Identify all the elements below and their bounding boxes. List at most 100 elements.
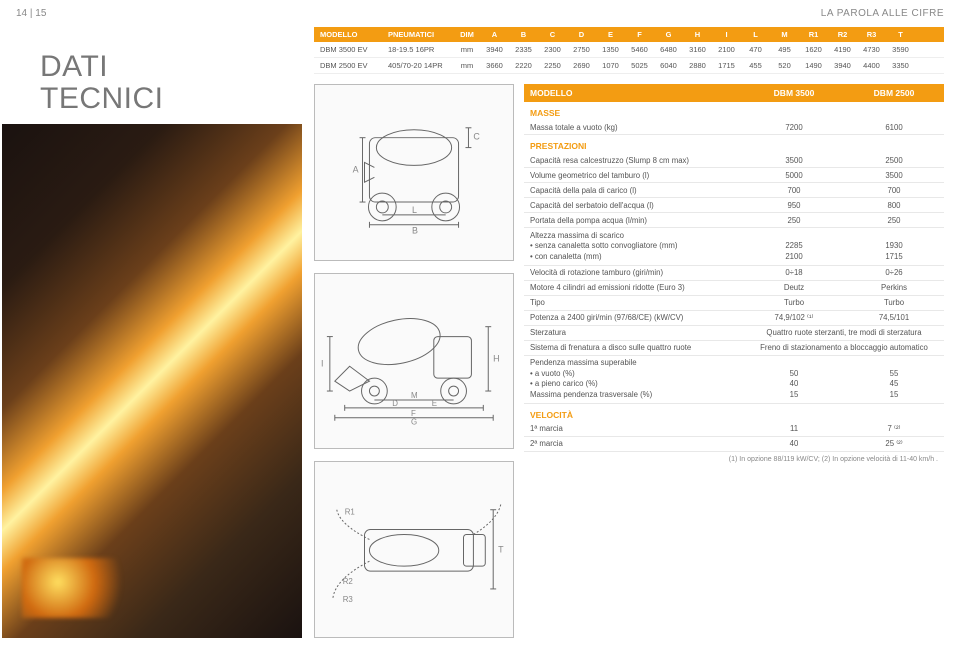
lower-area: A C B L xyxy=(314,84,944,638)
svg-text:R3: R3 xyxy=(343,595,354,604)
dim-cell: 1620 xyxy=(799,42,828,58)
dim-cell: 2750 xyxy=(567,42,596,58)
spec-row: Massa totale a vuoto (kg)72006100 xyxy=(524,120,944,135)
page-title: LA PAROLA ALLE CIFRE xyxy=(821,8,944,19)
dim-cell: 4190 xyxy=(828,42,857,58)
dim-col-header: B xyxy=(509,27,538,42)
specs-header: MODELLO DBM 3500 DBM 2500 xyxy=(524,84,944,102)
svg-text:R2: R2 xyxy=(343,577,353,586)
dim-col-header: A xyxy=(480,27,509,42)
dim-col-header: I xyxy=(712,27,741,42)
spec-row: Capacità resa calcestruzzo (Slump 8 cm m… xyxy=(524,153,944,168)
dim-col-header: D xyxy=(567,27,596,42)
dim-col-header: DIM xyxy=(454,27,480,42)
page: 14 | 15 LA PAROLA ALLE CIFRE DATITECNICI… xyxy=(0,0,960,648)
dim-cell: 4400 xyxy=(857,58,886,74)
dim-cell: 2690 xyxy=(567,58,596,74)
dim-cell: 3160 xyxy=(683,42,712,58)
svg-text:C: C xyxy=(473,132,480,142)
dim-cell: 5025 xyxy=(625,58,654,74)
section-label: MASSE xyxy=(524,102,944,120)
svg-text:T: T xyxy=(498,545,504,555)
svg-text:F: F xyxy=(411,408,416,417)
dim-cell: mm xyxy=(454,42,480,58)
dim-cell: 1350 xyxy=(596,42,625,58)
dim-col-header: M xyxy=(770,27,799,42)
dim-col-header: MODELLO xyxy=(314,27,382,42)
svg-text:L: L xyxy=(412,205,417,215)
dim-cell: 3590 xyxy=(886,42,915,58)
spec-row: Portata della pompa acqua (l/min)250250 xyxy=(524,213,944,228)
svg-text:M: M xyxy=(411,391,418,400)
dim-cell: DBM 3500 EV xyxy=(314,42,382,58)
dim-col-header: H xyxy=(683,27,712,42)
dim-cell: 3940 xyxy=(480,42,509,58)
page-number: 14 | 15 xyxy=(16,8,46,19)
dim-col-header: G xyxy=(654,27,683,42)
dim-col-header: F xyxy=(625,27,654,42)
diagrams: A C B L xyxy=(314,84,514,638)
spec-row: Pendenza massima superabile• a vuoto (%)… xyxy=(524,356,944,404)
dim-col-header: R2 xyxy=(828,27,857,42)
spec-row: Potenza a 2400 giri/min (97/68/CE) (kW/C… xyxy=(524,311,944,326)
top-bar: 14 | 15 LA PAROLA ALLE CIFRE xyxy=(0,0,960,19)
section-label: VELOCITÀ xyxy=(524,404,944,422)
dim-col-header: PNEUMATICI xyxy=(382,27,454,42)
dim-cell: 405/70-20 14PR xyxy=(382,58,454,74)
dim-cell: 2100 xyxy=(712,42,741,58)
spec-row: Sistema di frenatura a disco sulle quatt… xyxy=(524,341,944,356)
spec-row: Capacità del serbatoio dell'acqua (l)950… xyxy=(524,198,944,213)
spec-row: Volume geometrico del tamburo (l)5000350… xyxy=(524,168,944,183)
dim-cell: mm xyxy=(454,58,480,74)
svg-text:B: B xyxy=(412,226,418,236)
left-column: DATITECNICI xyxy=(2,27,302,638)
dim-cell: 520 xyxy=(770,58,799,74)
dim-cell: 455 xyxy=(741,58,770,74)
dim-col-header: R1 xyxy=(799,27,828,42)
svg-text:H: H xyxy=(493,353,499,363)
dim-cell: 3350 xyxy=(886,58,915,74)
dim-cell: 3660 xyxy=(480,58,509,74)
spec-row: 2ª marcia4025 ⁽²⁾ xyxy=(524,437,944,452)
dim-cell: 4730 xyxy=(857,42,886,58)
dim-cell: 2250 xyxy=(538,58,567,74)
spec-row: Velocità di rotazione tamburo (giri/min)… xyxy=(524,266,944,281)
spec-row: 1ª marcia117 ⁽²⁾ xyxy=(524,422,944,437)
svg-text:R1: R1 xyxy=(345,508,356,517)
dim-cell: 5460 xyxy=(625,42,654,58)
dim-col-header: L xyxy=(741,27,770,42)
dim-col-header: R3 xyxy=(857,27,886,42)
dim-cell: 1490 xyxy=(799,58,828,74)
dim-cell: 3940 xyxy=(828,58,857,74)
right-column: MODELLOPNEUMATICIDIMABCDEFGHILMR1R2R3TDB… xyxy=(314,27,944,638)
dimensions-table: MODELLOPNEUMATICIDIMABCDEFGHILMR1R2R3TDB… xyxy=(314,27,944,74)
svg-text:A: A xyxy=(353,164,359,174)
diagram-side: I H M D E F G xyxy=(314,273,514,450)
dim-cell: 18-19.5 16PR xyxy=(382,42,454,58)
dim-cell: DBM 2500 EV xyxy=(314,58,382,74)
dim-cell: 495 xyxy=(770,42,799,58)
spec-row: Motore 4 cilindri ad emissioni ridotte (… xyxy=(524,281,944,296)
dim-col-header: T xyxy=(886,27,915,42)
footnote: (1) In opzione 88/119 kW/CV; (2) In opzi… xyxy=(524,452,944,467)
dim-cell: 2880 xyxy=(683,58,712,74)
dim-cell: 6480 xyxy=(654,42,683,58)
hero-photo xyxy=(2,124,302,638)
spec-row: TipoTurboTurbo xyxy=(524,296,944,311)
dim-cell: 1070 xyxy=(596,58,625,74)
dim-cell: 2335 xyxy=(509,42,538,58)
section-title: DATITECNICI xyxy=(40,51,302,114)
diagram-top: R1 R2 R3 T xyxy=(314,461,514,638)
dim-cell: 2300 xyxy=(538,42,567,58)
svg-text:D: D xyxy=(392,399,398,408)
dim-col-header: E xyxy=(596,27,625,42)
spec-row: Capacità della pala di carico (l)700700 xyxy=(524,183,944,198)
spec-row: Altezza massima di scarico• senza canale… xyxy=(524,228,944,266)
dim-cell: 6040 xyxy=(654,58,683,74)
specs-body: MASSEMassa totale a vuoto (kg)72006100PR… xyxy=(524,102,944,452)
specs-table: MODELLO DBM 3500 DBM 2500 MASSEMassa tot… xyxy=(524,84,944,638)
main: DATITECNICI MODELLOPNEUMATICIDIMABCDEFGH… xyxy=(0,19,960,648)
dim-cell: 470 xyxy=(741,42,770,58)
dim-cell: 2220 xyxy=(509,58,538,74)
svg-text:E: E xyxy=(432,399,437,408)
